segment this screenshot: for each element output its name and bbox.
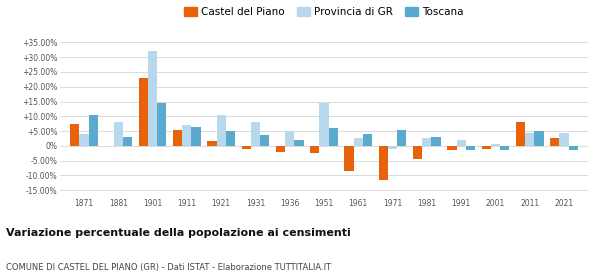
Bar (447, 146, 457, 150)
Text: COMUNE DI CASTEL DEL PIANO (GR) - Dati ISTAT - Elaborazione TUTTITALIA.IT: COMUNE DI CASTEL DEL PIANO (GR) - Dati I… (6, 263, 331, 272)
Bar (242, 146, 251, 149)
Bar (379, 146, 388, 180)
Bar (148, 51, 157, 146)
Bar (569, 146, 578, 150)
Bar (226, 131, 235, 146)
Bar (516, 122, 525, 146)
Bar (217, 115, 226, 146)
Bar (157, 103, 166, 146)
Bar (310, 146, 319, 153)
Bar (191, 127, 201, 146)
Bar (295, 140, 304, 146)
Bar (466, 146, 475, 150)
Bar (388, 146, 397, 149)
Bar (422, 138, 431, 146)
Bar (173, 130, 182, 146)
Bar (207, 141, 217, 146)
Bar (113, 122, 123, 146)
Bar (285, 131, 295, 146)
Legend: Castel del Piano, Provincia di GR, Toscana: Castel del Piano, Provincia di GR, Tosca… (181, 3, 467, 21)
Bar (123, 137, 132, 146)
Bar (353, 138, 363, 146)
Bar (89, 115, 98, 146)
Bar (491, 144, 500, 146)
Bar (251, 122, 260, 146)
Text: Variazione percentuale della popolazione ai censimenti: Variazione percentuale della popolazione… (6, 228, 351, 238)
Bar (70, 124, 79, 146)
Bar (344, 146, 353, 171)
Bar (482, 146, 491, 149)
Bar (431, 137, 441, 146)
Bar (559, 132, 569, 146)
Bar (363, 134, 372, 146)
Bar (319, 103, 329, 146)
Bar (550, 138, 559, 146)
Bar (260, 136, 269, 146)
Bar (413, 146, 422, 159)
Bar (525, 132, 535, 146)
Bar (397, 130, 406, 146)
Bar (139, 78, 148, 146)
Bar (457, 140, 466, 146)
Bar (535, 131, 544, 146)
Bar (329, 128, 338, 146)
Bar (79, 134, 89, 146)
Bar (182, 125, 191, 146)
Bar (500, 146, 509, 150)
Bar (276, 146, 285, 152)
